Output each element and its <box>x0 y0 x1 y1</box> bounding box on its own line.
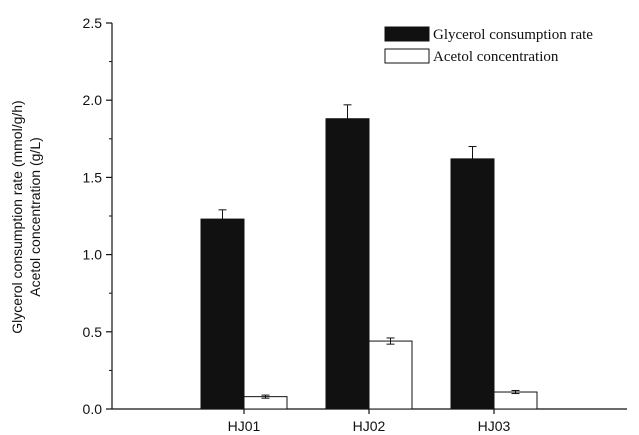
bar-glycerol <box>450 158 495 410</box>
x-tick-label: HJ03 <box>478 418 511 434</box>
y-tick-label: 0.5 <box>83 324 103 340</box>
bar-glycerol <box>325 118 370 410</box>
legend-swatch-acetol <box>384 48 430 64</box>
y-tick-label: 0.0 <box>83 401 103 417</box>
y-tick-label: 2.0 <box>83 92 103 108</box>
error-bar <box>468 146 477 159</box>
error-bar <box>261 394 270 399</box>
x-tick-label: HJ02 <box>353 418 386 434</box>
y-tick-label: 1.0 <box>83 247 103 263</box>
error-bar <box>218 209 227 220</box>
legend-label-glycerol: Glycerol consumption rate <box>433 27 593 43</box>
bar-acetol <box>493 391 538 410</box>
y-tick-label: 1.5 <box>83 169 103 185</box>
bar-acetol <box>368 340 413 410</box>
bar-glycerol <box>200 218 245 410</box>
error-bar <box>386 337 395 345</box>
y-tick-label: 2.5 <box>83 15 103 31</box>
legend-swatch-glycerol <box>384 26 430 42</box>
legend: Glycerol consumption rate Acetol concentr… <box>384 26 593 65</box>
legend-label-acetol: Acetol concentration <box>433 49 559 65</box>
error-bar <box>511 389 520 395</box>
x-tick-label: HJ01 <box>228 418 261 434</box>
plot-area: 0.0 0.5 1.0 1.5 2.0 2.5 HJ01 HJ02 HJ03 <box>83 15 627 434</box>
y-axis-title: Glycerol consumption rate (mmol/g/h) Ace… <box>9 100 43 333</box>
y-axis-title-line1: Glycerol consumption rate (mmol/g/h) <box>9 100 25 333</box>
y-axis-title-line2: Acetol concentration (g/L) <box>27 137 43 297</box>
error-bar <box>343 104 352 119</box>
